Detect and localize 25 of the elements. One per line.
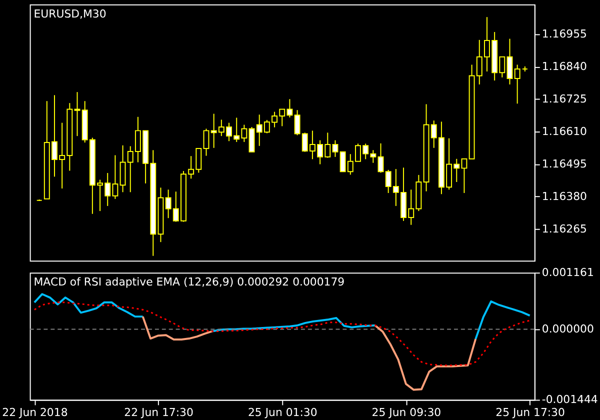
candlestick xyxy=(332,140,338,158)
y-tick-label: 1.16840 xyxy=(542,60,588,74)
y-tick-label: -0.001444 xyxy=(542,393,598,406)
x-tick-label: 25 Jun 09:30 xyxy=(372,406,442,420)
chart-title: MACD of RSI adaptive EMA (12,26,9) 0.000292 0.000179 xyxy=(34,276,345,289)
candlestick xyxy=(203,128,210,156)
y-tick-label: 0.000000 xyxy=(542,322,594,336)
candlestick xyxy=(248,126,255,152)
y-tick-label: 1.16265 xyxy=(542,222,587,236)
y-tick-label: 1.16380 xyxy=(542,190,588,203)
x-tick-label: 25 Jun 17:30 xyxy=(496,406,565,420)
y-tick-label: 1.16725 xyxy=(542,92,587,106)
x-tick-label: 22 Jun 2018 xyxy=(2,406,68,420)
y-tick-label: 0.001161 xyxy=(542,266,594,280)
candlestick xyxy=(506,38,513,85)
x-tick-label: 25 Jun 01:30 xyxy=(248,406,318,420)
candlestick xyxy=(378,142,384,174)
line-series xyxy=(34,302,531,366)
candlestick xyxy=(514,64,520,104)
candlestick xyxy=(74,92,80,137)
y-tick-label: 1.16610 xyxy=(542,125,588,138)
chart-title: EURUSD,M30 xyxy=(34,7,106,20)
y-tick-label: 1.16955 xyxy=(542,28,587,41)
y-tick-label: 1.16495 xyxy=(542,157,587,170)
x-tick-label: 22 Jun 17:30 xyxy=(124,406,194,420)
